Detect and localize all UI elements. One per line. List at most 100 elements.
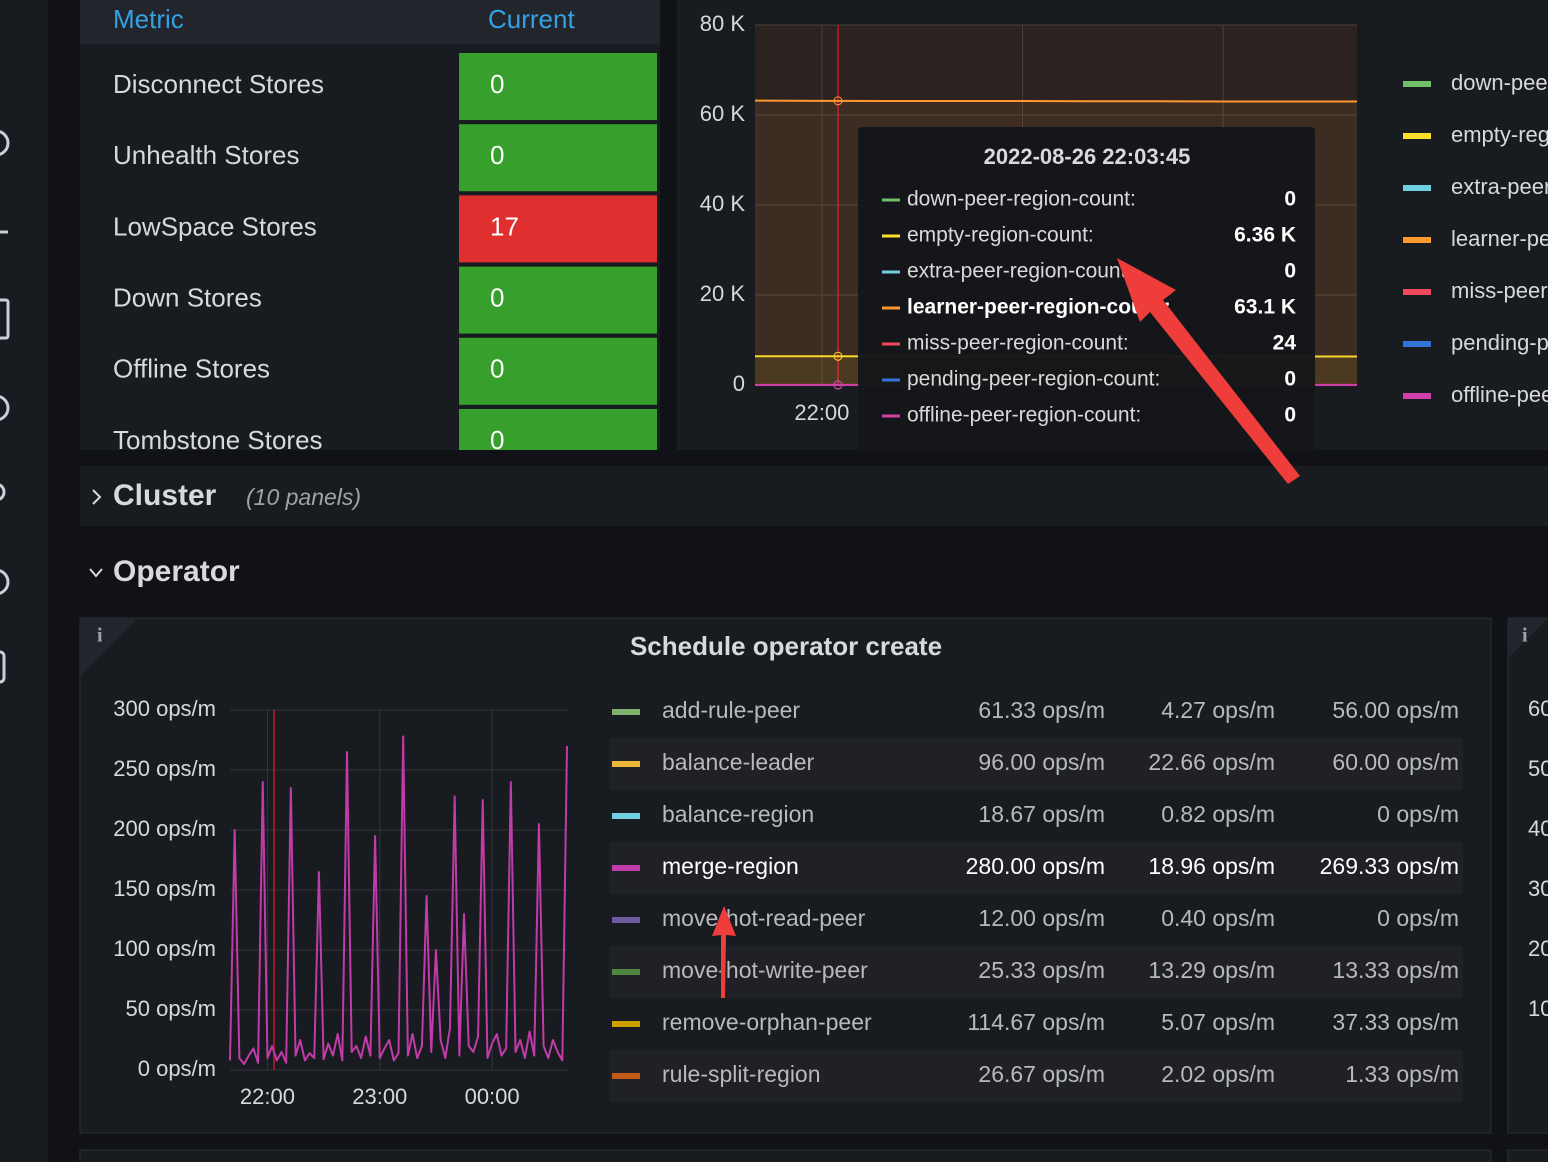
cursor-point — [833, 96, 843, 106]
tooltip-label: down-peer-region-count: — [907, 188, 1136, 211]
side-panel — [1507, 617, 1548, 1134]
value-cell — [459, 53, 657, 120]
annotation-arrow — [1117, 258, 1300, 484]
tooltip-value: 0 — [1284, 260, 1296, 283]
legend-label: down-peer-region-count — [1451, 70, 1548, 95]
legend-swatch — [1403, 237, 1431, 243]
legend-label: balance-region — [662, 801, 814, 827]
row-note: (10 panels) — [246, 484, 361, 510]
cursor-point — [833, 351, 843, 361]
legend-swatch — [612, 813, 640, 819]
tooltip-label: extra-peer-region-count: — [907, 260, 1132, 283]
overlay — [712, 258, 1300, 998]
tooltip-label: learner-peer-region-count: — [907, 296, 1171, 319]
y-tick-label: 60 K — [700, 101, 746, 126]
legend-value: 280.00 ops/m — [966, 853, 1105, 879]
info-icon[interactable]: i — [97, 625, 103, 647]
tooltip-title: 2022-08-26 22:03:45 — [984, 144, 1191, 169]
y-tick-label: 20 K — [700, 281, 746, 306]
metric-name: Tombstone Stores — [113, 425, 323, 455]
value-cell — [459, 409, 657, 450]
legend-label: miss-peer-region-count — [1451, 278, 1548, 303]
y-tick-label: 10 — [1528, 996, 1548, 1021]
metric-name: Disconnect Stores — [113, 69, 324, 99]
legend-swatch — [612, 1073, 640, 1079]
legend-value: 37.33 ops/m — [1332, 1009, 1459, 1035]
operator-chart: 0 ops/m 50 ops/m 100 ops/m 150 ops/m 200 ops… — [113, 696, 1463, 1109]
row-title[interactable]: Cluster — [113, 479, 217, 512]
legend-value: 1.33 ops/m — [1345, 1061, 1459, 1087]
legend-value: 56.00 ops/m — [1332, 697, 1459, 723]
y-tick-label: 50 — [1528, 756, 1548, 781]
legend-value: 12.00 ops/m — [978, 905, 1105, 931]
tooltip-value: 24 — [1273, 332, 1297, 355]
value-cell — [459, 195, 657, 263]
legend-swatch — [612, 917, 640, 923]
y-tick-label: 200 ops/m — [113, 816, 216, 841]
legend-swatch — [612, 1021, 640, 1027]
y-tick-label: 150 ops/m — [113, 876, 216, 901]
legend-value: 0 ops/m — [1377, 905, 1459, 931]
legend-label: add-rule-peer — [662, 697, 800, 723]
legend-swatch — [1403, 81, 1431, 87]
legend-value: 5.07 ops/m — [1161, 1009, 1275, 1035]
metric-name: LowSpace Stores — [113, 211, 317, 241]
tooltip-swatch — [882, 378, 900, 382]
legend-label: move-hot-write-peer — [662, 957, 868, 983]
metric-name: Offline Stores — [113, 354, 270, 384]
x-tick-label: 22:00 — [240, 1084, 295, 1109]
legend-value: 13.33 ops/m — [1332, 957, 1459, 983]
x-tick-label: 00:00 — [465, 1084, 520, 1109]
panel-title: Schedule operator create — [630, 631, 942, 661]
y-tick-label: 0 — [733, 371, 745, 396]
legend-value: 0.40 ops/m — [1161, 905, 1275, 931]
metric-value: 0 — [490, 425, 504, 455]
metric-name: Unhealth Stores — [113, 140, 299, 170]
y-tick-label: 40 — [1528, 816, 1548, 841]
legend-label: extra-peer-region-count — [1451, 174, 1548, 199]
series-line — [229, 735, 568, 1065]
metric-value: 0 — [490, 282, 504, 312]
legend-value: 22.66 ops/m — [1148, 749, 1275, 775]
legend-label: merge-region — [662, 853, 799, 879]
tooltip-swatch — [882, 198, 900, 202]
tooltip-swatch — [882, 342, 900, 346]
y-tick-label: 50 ops/m — [126, 996, 217, 1021]
metric-value: 0 — [490, 140, 504, 170]
tooltip-value: 0 — [1284, 404, 1296, 427]
value-cell — [459, 124, 657, 192]
chevron[interactable] — [89, 568, 103, 578]
info-icon[interactable]: i — [1522, 625, 1528, 647]
metric-value: 0 — [490, 69, 504, 99]
legend-value: 60.00 ops/m — [1332, 749, 1459, 775]
metric-value: 0 — [490, 354, 504, 384]
legend-value: 18.67 ops/m — [978, 801, 1105, 827]
legend-swatch — [1403, 289, 1431, 295]
tooltip-value: 6.36 K — [1234, 224, 1296, 247]
side-axis: 60 50 40 30 20 10 — [1528, 696, 1548, 1021]
legend-label: pending-peer-region-count — [1451, 330, 1548, 355]
legend-value: 18.96 ops/m — [1148, 853, 1275, 879]
legend-swatch — [612, 709, 640, 715]
legend-value: 13.29 ops/m — [1148, 957, 1275, 983]
value-cell — [459, 337, 657, 405]
legend-label: balance-leader — [662, 749, 815, 775]
legend-row — [609, 1050, 1463, 1102]
legend-label: empty-region-count — [1451, 122, 1548, 147]
y-tick-label: 100 ops/m — [113, 936, 216, 961]
row-title[interactable]: Operator — [113, 555, 240, 588]
y-tick-label: 40 K — [700, 191, 746, 216]
legend-value: 0.82 ops/m — [1161, 801, 1275, 827]
legend-label: offline-peer-region-count — [1451, 382, 1548, 407]
legend-swatch — [612, 761, 640, 767]
legend-value: 26.67 ops/m — [978, 1061, 1105, 1087]
tooltip-swatch — [882, 306, 900, 310]
chevron[interactable] — [92, 489, 102, 505]
next-panel — [1507, 1149, 1548, 1162]
legend-value: 96.00 ops/m — [978, 749, 1105, 775]
y-tick-label: 250 ops/m — [113, 756, 216, 781]
tooltip-label: pending-peer-region-count: — [907, 368, 1160, 391]
legend-value: 0 ops/m — [1377, 801, 1459, 827]
column-header: Metric — [113, 4, 184, 34]
x-tick-label: 23:00 — [352, 1084, 407, 1109]
